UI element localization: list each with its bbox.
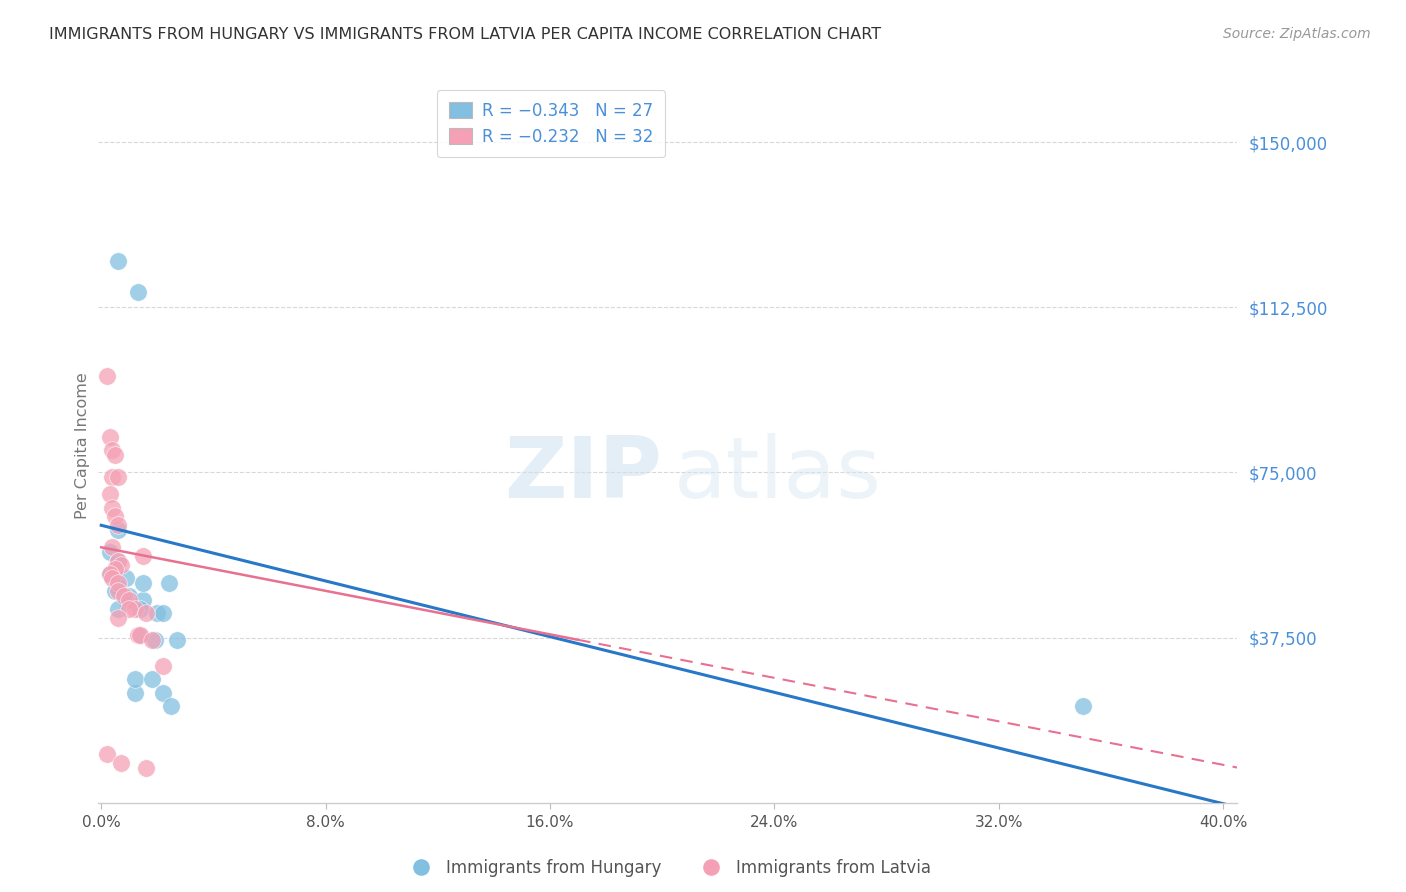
Point: [166, 632, 188, 647]
Point: [132, 549, 155, 563]
Point: [152, 686, 174, 700]
Point: [118, 602, 141, 616]
Point: [132, 593, 155, 607]
Point: [107, 518, 129, 533]
Point: [96, 747, 118, 762]
Point: [96, 368, 118, 383]
Point: [107, 523, 129, 537]
Point: [104, 448, 127, 462]
Point: [101, 443, 124, 458]
Point: [101, 500, 124, 515]
Legend: Immigrants from Hungary, Immigrants from Latvia: Immigrants from Hungary, Immigrants from…: [405, 858, 931, 877]
Point: [152, 607, 174, 621]
Point: [127, 628, 149, 642]
Point: [135, 607, 157, 621]
Point: [101, 541, 124, 555]
Point: [98, 545, 121, 559]
Point: [98, 566, 121, 581]
Point: [127, 285, 149, 299]
Point: [107, 584, 129, 599]
Point: [98, 566, 121, 581]
Point: [124, 686, 146, 700]
Point: [129, 602, 152, 616]
Point: [110, 558, 132, 572]
Point: [143, 632, 166, 647]
Point: [115, 571, 138, 585]
Point: [160, 698, 183, 713]
Point: [104, 509, 127, 524]
Point: [107, 575, 129, 590]
Point: [104, 562, 127, 576]
Point: [98, 487, 121, 501]
Point: [101, 470, 124, 484]
Point: [1071, 698, 1094, 713]
Point: [104, 584, 127, 599]
Point: [107, 254, 129, 268]
Point: [107, 602, 129, 616]
Point: [107, 580, 129, 594]
Point: [110, 756, 132, 771]
Point: [107, 611, 129, 625]
Point: [157, 575, 180, 590]
Point: [135, 760, 157, 774]
Point: [124, 602, 146, 616]
Point: [152, 659, 174, 673]
Point: [101, 571, 124, 585]
Point: [115, 593, 138, 607]
Point: [129, 628, 152, 642]
Y-axis label: Per Capita Income: Per Capita Income: [75, 373, 90, 519]
Point: [107, 553, 129, 567]
Point: [132, 575, 155, 590]
Point: [146, 607, 169, 621]
Point: [129, 628, 152, 642]
Point: [112, 589, 135, 603]
Point: [141, 673, 163, 687]
Text: IMMIGRANTS FROM HUNGARY VS IMMIGRANTS FROM LATVIA PER CAPITA INCOME CORRELATION : IMMIGRANTS FROM HUNGARY VS IMMIGRANTS FR…: [49, 27, 882, 42]
Point: [107, 553, 129, 567]
Point: [118, 589, 141, 603]
Point: [118, 593, 141, 607]
Text: ZIP: ZIP: [505, 433, 662, 516]
Text: Source: ZipAtlas.com: Source: ZipAtlas.com: [1223, 27, 1371, 41]
Text: atlas: atlas: [673, 433, 882, 516]
Point: [98, 430, 121, 444]
Point: [107, 470, 129, 484]
Point: [141, 632, 163, 647]
Point: [124, 673, 146, 687]
